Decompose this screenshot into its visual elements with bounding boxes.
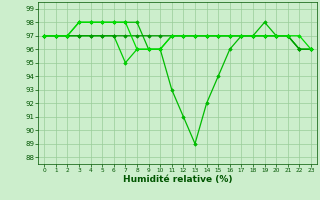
X-axis label: Humidité relative (%): Humidité relative (%) — [123, 175, 232, 184]
